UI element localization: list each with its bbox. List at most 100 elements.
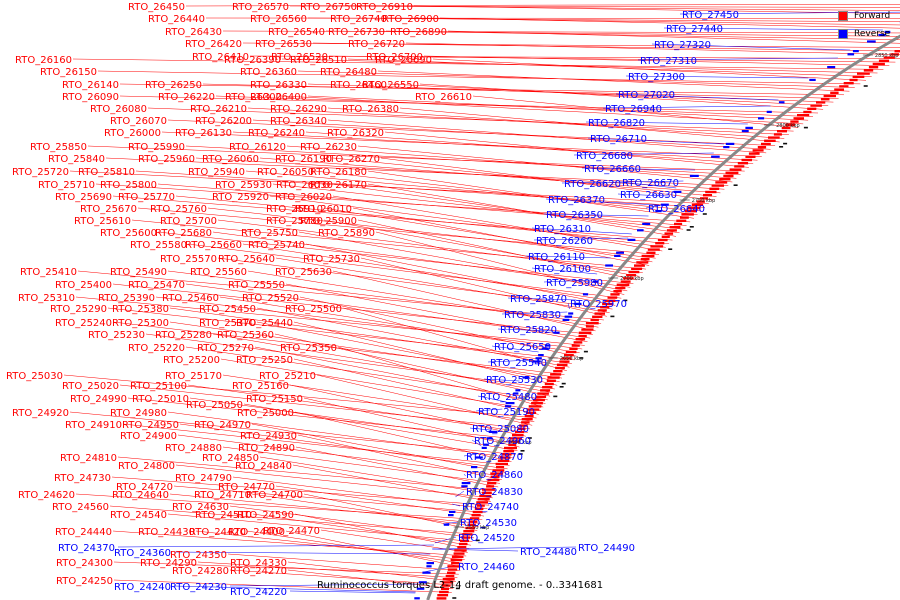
reverse-gene-feature	[766, 110, 772, 113]
forward-label-connector	[299, 296, 578, 357]
forward-gene-label: RTO_25730	[303, 254, 360, 265]
forward-label-connector	[75, 493, 483, 520]
forward-gene-label: RTO_24770	[218, 482, 275, 493]
forward-gene-feature	[540, 389, 551, 392]
forward-gene-feature	[487, 478, 500, 482]
gene-feature-marker	[668, 248, 673, 250]
forward-gene-label: RTO_25990	[128, 142, 185, 153]
forward-gene-feature	[657, 238, 668, 242]
forward-label-connector	[185, 145, 741, 175]
reverse-gene-label: RTO_27440	[666, 24, 723, 35]
forward-label-connector	[419, 83, 824, 110]
forward-gene-label: RTO_25600	[100, 228, 157, 239]
forward-gene-feature	[793, 117, 804, 120]
reverse-gene-feature	[852, 50, 859, 53]
forward-label-connector	[167, 119, 776, 146]
genome-caption: Ruminococcus torques L2-14 draft genome.…	[317, 580, 603, 591]
forward-gene-feature	[487, 482, 497, 485]
forward-gene-label: RTO_24720	[116, 482, 173, 493]
forward-gene-feature	[878, 59, 890, 62]
forward-gene-feature	[857, 72, 870, 75]
forward-label-connector	[69, 411, 516, 455]
reverse-gene-label: RTO_25820	[500, 325, 557, 336]
forward-gene-labels: RTO_26450 RTO_26570 RTO_26750RTO_26910RTO_…	[6, 2, 472, 587]
scale-tick-label: 2850 kbp	[875, 53, 899, 59]
reverse-gene-feature	[535, 357, 542, 360]
forward-label-connector	[432, 58, 867, 81]
forward-label-connector	[167, 513, 473, 542]
forward-gene-feature	[834, 88, 844, 91]
forward-gene-feature	[620, 280, 631, 283]
reverse-label-connector	[469, 427, 491, 431]
reverse-label-connector	[432, 546, 577, 550]
forward-gene-label: RTO_25770	[118, 192, 175, 203]
forward-label-connector	[195, 530, 465, 560]
gene-feature-marker	[783, 142, 788, 145]
forward-label-connector	[256, 321, 560, 382]
forward-gene-label: RTO_25800	[100, 180, 157, 191]
forward-gene-label: RTO_24510	[195, 510, 252, 521]
forward-gene-feature	[594, 312, 605, 315]
forward-gene-feature	[542, 386, 553, 389]
forward-label-connector	[293, 321, 558, 386]
forward-gene-feature	[436, 597, 447, 600]
forward-label-connector	[185, 346, 548, 401]
forward-label-connector	[157, 231, 634, 284]
forward-gene-label: RTO_26560	[250, 14, 307, 25]
forward-gene-feature	[526, 411, 537, 414]
reverse-gene-feature	[426, 565, 432, 568]
reverse-label-connector	[229, 583, 419, 587]
reverse-gene-label: RTO_25870	[510, 294, 567, 305]
reverse-gene-feature	[541, 347, 549, 350]
reverse-label-connector	[531, 267, 598, 275]
forward-gene-feature	[655, 242, 665, 245]
forward-gene-feature	[479, 494, 492, 498]
forward-gene-label: RTO_25280	[155, 330, 212, 341]
reverse-gene-label: RTO_24360	[114, 548, 171, 559]
forward-gene-feature	[578, 334, 587, 338]
reverse-label-connector	[617, 193, 669, 197]
forward-label-connector	[197, 561, 458, 579]
forward-gene-feature	[719, 178, 731, 181]
forward-gene-label: RTO_24300	[56, 558, 113, 569]
label-connectors	[63, 4, 900, 594]
forward-gene-label: RTO_26160	[15, 55, 72, 66]
forward-gene-feature	[610, 293, 620, 296]
forward-gene-label: RTO_25810	[78, 167, 135, 178]
reverse-gene-feature	[689, 174, 699, 177]
forward-gene-label: RTO_24440	[55, 527, 112, 538]
forward-gene-label: RTO_26480	[320, 67, 377, 78]
forward-gene-label: RTO_25250	[236, 355, 293, 366]
forward-label-connector	[256, 307, 570, 368]
forward-gene-label: RTO_25150	[246, 394, 303, 405]
reverse-gene-feature	[809, 78, 816, 81]
forward-label-connector	[251, 423, 506, 473]
reverse-gene-feature	[416, 587, 425, 590]
forward-gene-label: RTO_24420	[189, 527, 246, 538]
forward-label-connector	[387, 83, 829, 106]
legend-reverse-label: Reverse	[854, 28, 891, 39]
gene-feature-marker	[527, 437, 532, 439]
forward-gene-label: RTO_25370	[199, 318, 256, 329]
reverse-gene-feature	[711, 155, 720, 158]
reverse-gene-feature	[725, 142, 735, 145]
forward-label-connector	[247, 270, 599, 328]
forward-gene-feature	[550, 373, 562, 376]
scale-tick-label: 2800 kbp	[776, 123, 800, 129]
forward-gene-feature	[729, 168, 742, 171]
forward-gene-label: RTO_25840	[48, 154, 105, 165]
forward-gene-feature	[495, 462, 508, 466]
forward-gene-label: RTO_25500	[285, 304, 342, 315]
forward-gene-feature	[641, 254, 655, 258]
gene-feature-marker	[553, 395, 558, 398]
forward-gene-label: RTO_25690	[55, 192, 112, 203]
forward-gene-feature	[613, 290, 622, 293]
forward-gene-label: RTO_24980	[110, 408, 167, 419]
legend-forward-label: Forward	[854, 10, 891, 21]
reverse-gene-label: RTO_24860	[466, 470, 523, 481]
forward-gene-feature	[585, 322, 599, 325]
forward-gene-label: RTO_26010	[295, 204, 352, 215]
reverse-label-connector	[531, 227, 632, 235]
reverse-gene-feature	[884, 30, 891, 33]
reverse-label-connector	[602, 105, 771, 109]
